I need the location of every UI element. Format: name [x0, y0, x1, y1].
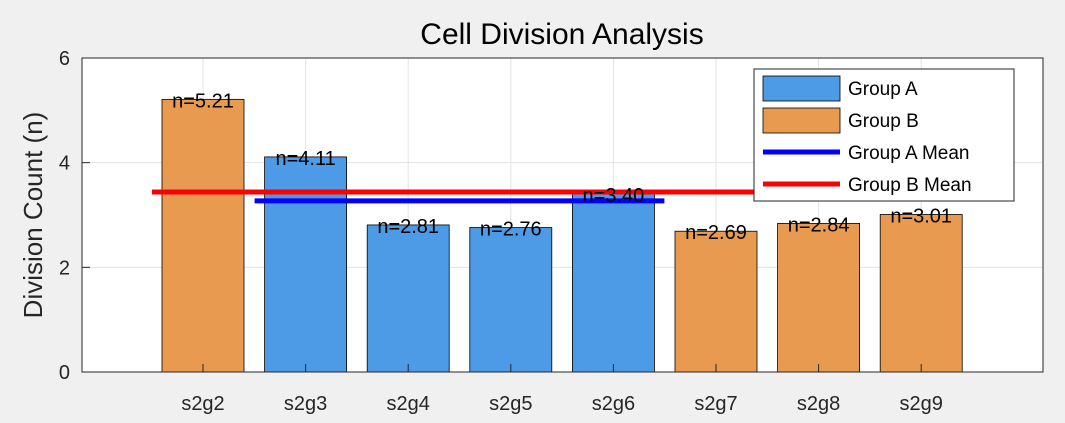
- y-tick-label: 6: [59, 48, 70, 70]
- bar-s2g4: [366, 224, 450, 373]
- bar-s2g3: [264, 156, 348, 373]
- x-tick-label: s2g6: [592, 393, 635, 415]
- x-tick-label: s2g8: [797, 393, 840, 415]
- y-ticks: 0 2 4 6: [59, 48, 90, 384]
- legend-label: Group A Mean: [848, 143, 969, 164]
- y-axis-label: Division Count (n): [18, 112, 48, 319]
- x-tick-label: s2g4: [387, 393, 430, 415]
- x-tick-label: s2g7: [694, 393, 737, 415]
- x-tick-label: s2g3: [284, 393, 327, 415]
- data-label: n=2.84: [788, 214, 850, 236]
- x-tick-label: s2g2: [181, 393, 224, 415]
- bars: [161, 98, 963, 373]
- data-label: n=2.76: [480, 219, 542, 241]
- y-tick-label: 2: [59, 257, 70, 279]
- y-tick-label: 4: [59, 153, 70, 175]
- legend-swatch: [762, 107, 841, 134]
- x-tick-label: s2g9: [900, 393, 943, 415]
- legend-label: Group B Mean: [848, 175, 972, 196]
- plot-frame: [81, 57, 1044, 373]
- data-label: n=3.40: [583, 185, 645, 207]
- data-label: n=2.69: [685, 222, 747, 244]
- bar-s2g2: [161, 98, 245, 373]
- bar-s2g9: [879, 214, 963, 373]
- data-label: n=4.11: [275, 148, 335, 170]
- legend: Group A Group B Group A Mean Group B Mean: [753, 68, 1015, 202]
- legend-label: Group B: [848, 111, 919, 132]
- legend-swatch: [762, 75, 841, 102]
- x-tick-label: s2g5: [489, 393, 532, 415]
- bar-s2g5: [469, 227, 553, 373]
- chart-title: Cell Division Analysis: [420, 18, 703, 51]
- bar-s2g8: [777, 222, 860, 373]
- data-label: n=2.81: [377, 216, 439, 238]
- legend-label: Group A: [848, 79, 918, 100]
- y-tick-label: 0: [59, 362, 70, 384]
- data-label: n=5.21: [172, 90, 234, 112]
- data-labels: n=5.21 n=4.11 n=2.81 n=2.76 n=3.40 n=2.69 n=2.…: [172, 90, 952, 244]
- bar-s2g6: [572, 193, 655, 373]
- x-ticks: s2g2 s2g3 s2g4 s2g5 s2g6 s2g7 s2g8 s2g9: [181, 364, 943, 415]
- data-label: n=3.01: [890, 205, 952, 227]
- bar-s2g7: [674, 230, 758, 373]
